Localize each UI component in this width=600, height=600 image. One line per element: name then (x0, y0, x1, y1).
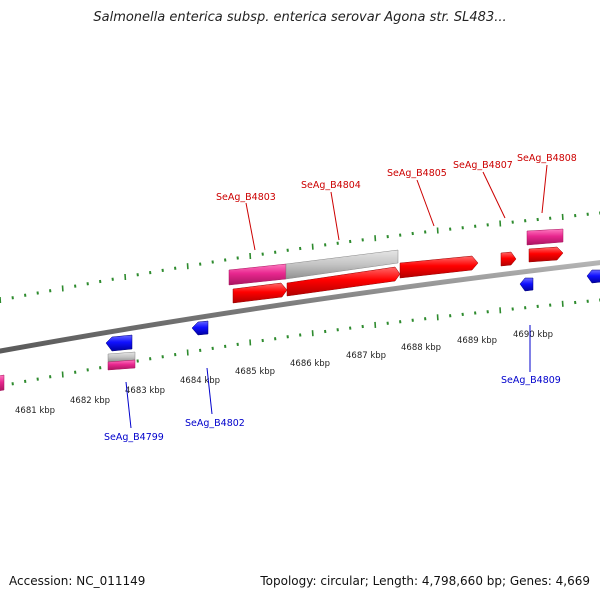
cds-arrow-forward[interactable] (500, 251, 517, 267)
gene-label[interactable]: SeAg_B4809 (501, 375, 561, 386)
reverse-gene-labels: SeAg_B4799 SeAg_B4802 SeAg_B4809 (104, 375, 561, 443)
kbp-label: 4684 kbp (180, 376, 220, 386)
gene-bar[interactable] (526, 228, 564, 246)
gene-bar[interactable] (107, 359, 136, 371)
cds-arrow-reverse[interactable] (519, 277, 534, 292)
gene-label[interactable]: SeAg_B4803 (216, 192, 276, 203)
forward-label-connectors (245, 164, 548, 251)
cds-arrow-forward[interactable] (286, 266, 401, 297)
kbp-label: 4685 kbp (235, 367, 275, 377)
map-title: Salmonella enterica subsp. enterica sero… (93, 10, 507, 25)
gene-label[interactable]: SeAg_B4807 (453, 160, 513, 171)
genome-stats-text: Topology: circular; Length: 4,798,660 bp… (260, 574, 590, 588)
kbp-label: 4683 kbp (125, 386, 165, 396)
kbp-labels: 4681 kbp 4682 kbp 4683 kbp 4684 kbp 4685… (15, 330, 553, 416)
cds-arrow-forward[interactable] (528, 246, 564, 263)
kbp-label: 4681 kbp (15, 406, 55, 416)
kbp-label: 4682 kbp (70, 396, 110, 406)
cds-arrow-reverse[interactable] (586, 269, 600, 284)
gene-label[interactable]: SeAg_B4802 (185, 418, 245, 429)
forward-gene-labels: SeAg_B4803 SeAg_B4804 SeAg_B4805 SeAg_B4… (216, 153, 577, 203)
gene-bar[interactable] (0, 374, 5, 391)
gene-label[interactable]: SeAg_B4799 (104, 432, 164, 443)
accession-text: Accession: NC_011149 (9, 574, 146, 588)
kbp-label: 4686 kbp (290, 359, 330, 369)
gene-label[interactable]: SeAg_B4804 (301, 180, 361, 191)
rna-bar[interactable] (285, 249, 399, 280)
cds-arrow-reverse[interactable] (191, 320, 209, 336)
gene-bar[interactable] (228, 263, 287, 286)
cds-arrow-reverse[interactable] (105, 334, 133, 352)
gene-label[interactable]: SeAg_B4808 (517, 153, 577, 164)
kbp-label: 4690 kbp (513, 330, 553, 340)
genome-backbone (0, 260, 600, 354)
outer-tick-ring (0, 211, 600, 304)
gene-label[interactable]: SeAg_B4805 (387, 168, 447, 179)
kbp-label: 4688 kbp (401, 343, 441, 353)
cds-arrow-forward[interactable] (399, 255, 479, 279)
kbp-label: 4689 kbp (457, 336, 497, 346)
kbp-label: 4687 kbp (346, 351, 386, 361)
cds-arrow-forward[interactable] (232, 282, 288, 304)
reverse-label-connectors (125, 325, 531, 429)
